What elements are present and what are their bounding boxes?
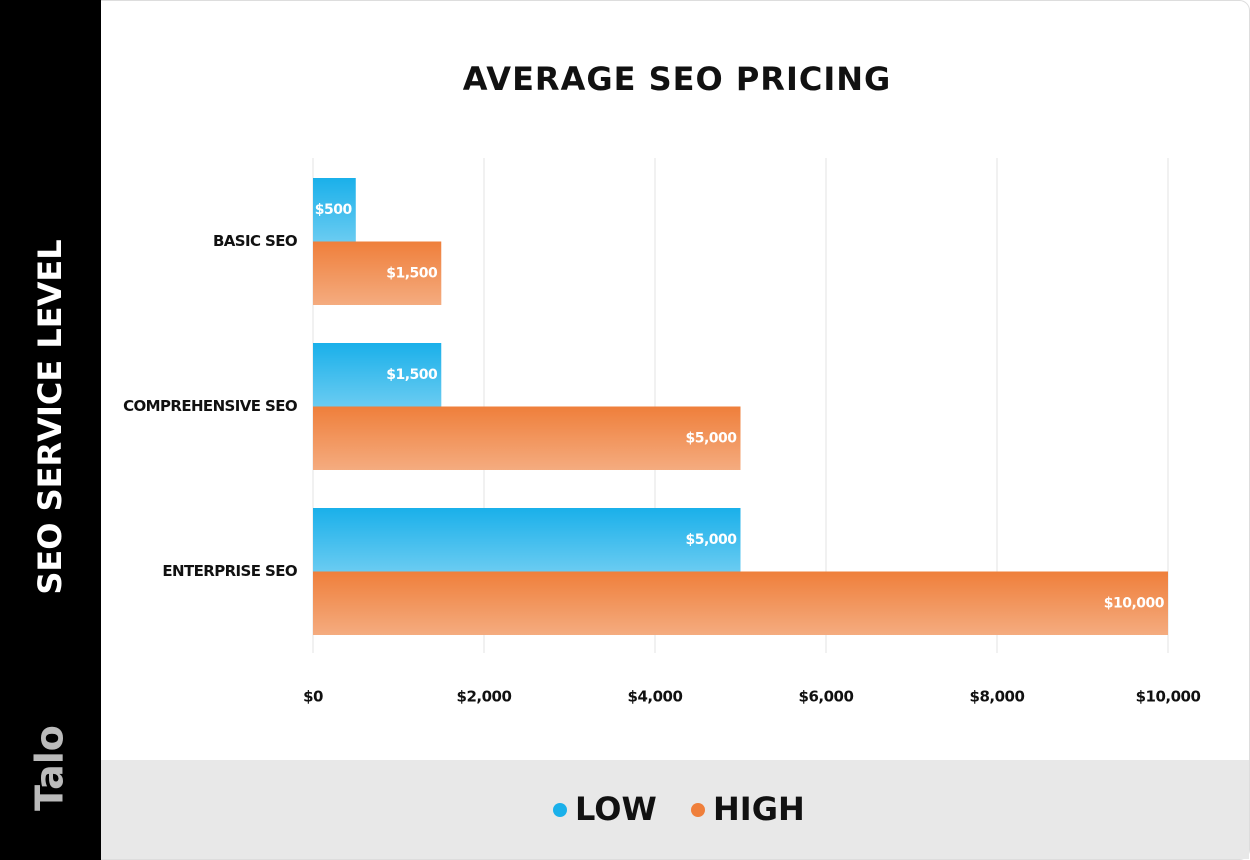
sidebar bbox=[0, 0, 101, 860]
y-axis-label: SEO SERVICE LEVEL bbox=[31, 239, 69, 594]
x-tick-label: $4,000 bbox=[628, 688, 683, 706]
bar-sheen bbox=[313, 178, 356, 242]
bar-sheen bbox=[313, 241, 442, 305]
value-label: $5,000 bbox=[685, 430, 737, 446]
legend-marker bbox=[691, 803, 705, 817]
legend-marker bbox=[553, 803, 567, 817]
legend-label: HIGH bbox=[713, 790, 805, 828]
y-tick-label: BASIC SEO bbox=[213, 232, 297, 250]
value-label: $10,000 bbox=[1104, 595, 1165, 611]
legend-band bbox=[100, 760, 1249, 859]
legend: LOW HIGH bbox=[553, 790, 805, 828]
x-tick-label: $6,000 bbox=[799, 688, 854, 706]
x-tick-label: $2,000 bbox=[457, 688, 512, 706]
value-label: $500 bbox=[315, 202, 353, 218]
bar-sheen bbox=[313, 343, 442, 407]
x-tick-label: $0 bbox=[303, 688, 323, 706]
chart-title: AVERAGE SEO PRICING bbox=[463, 60, 892, 98]
legend-label: LOW bbox=[575, 790, 657, 828]
value-label: $1,500 bbox=[386, 367, 438, 383]
bar-sheen bbox=[313, 406, 741, 470]
bar-sheen bbox=[313, 571, 1168, 635]
value-label: $1,500 bbox=[386, 265, 438, 281]
value-label: $5,000 bbox=[685, 532, 737, 548]
y-tick-label: COMPREHENSIVE SEO bbox=[123, 397, 297, 415]
logo: Talo bbox=[28, 725, 72, 811]
x-tick-label: $8,000 bbox=[970, 688, 1025, 706]
y-tick-label: ENTERPRISE SEO bbox=[162, 562, 297, 580]
x-tick-label: $10,000 bbox=[1136, 688, 1201, 706]
bar-sheen bbox=[313, 508, 741, 572]
